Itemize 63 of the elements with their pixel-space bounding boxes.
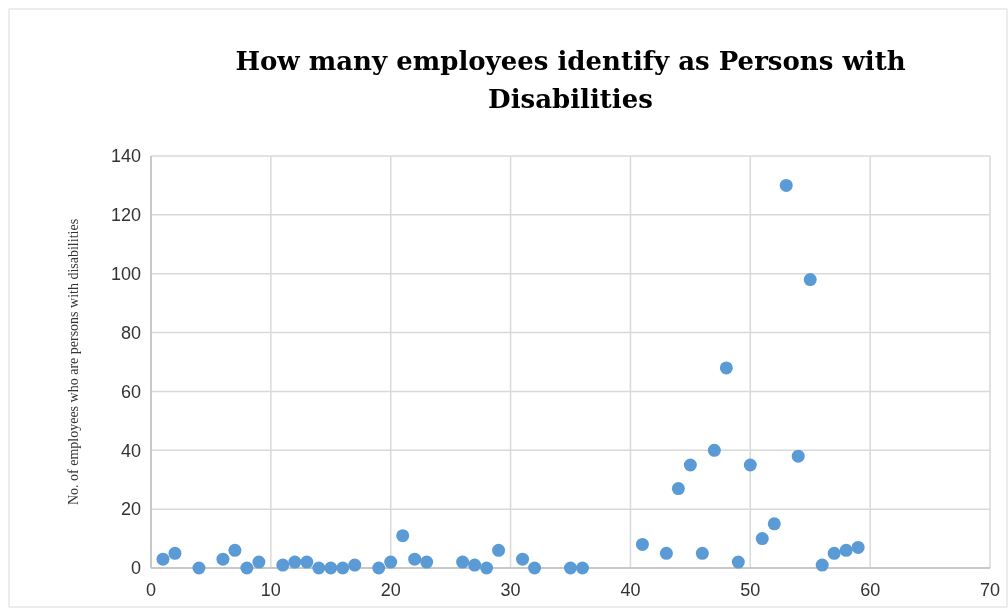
point	[755, 532, 769, 546]
point	[252, 555, 266, 569]
point	[767, 517, 781, 531]
x-tick-label: 30	[500, 580, 521, 600]
point	[372, 561, 386, 575]
point	[575, 561, 589, 575]
x-tick-label: 50	[740, 580, 761, 600]
point	[456, 555, 470, 569]
point	[396, 529, 410, 543]
y-tick-label: 40	[120, 440, 141, 461]
y-tick-label: 0	[130, 558, 141, 579]
point	[528, 561, 542, 575]
x-tick-label: 0	[145, 580, 157, 600]
y-tick-label: 120	[110, 205, 141, 226]
x-tick-label: 40	[620, 580, 641, 600]
x-tick-label: 20	[380, 580, 401, 600]
point	[228, 543, 242, 557]
point	[156, 552, 170, 566]
y-tick-label: 80	[120, 322, 141, 343]
point	[192, 561, 206, 575]
point	[516, 552, 530, 566]
point	[168, 546, 182, 560]
point	[276, 558, 290, 572]
point	[791, 449, 805, 463]
point	[815, 558, 829, 572]
point	[779, 178, 793, 192]
point	[216, 552, 230, 566]
point	[731, 555, 745, 569]
point	[671, 482, 685, 496]
point	[659, 546, 673, 560]
point	[468, 558, 482, 572]
point	[492, 543, 506, 557]
point	[336, 561, 350, 575]
point	[564, 561, 577, 575]
point	[743, 458, 757, 472]
point	[240, 561, 254, 575]
y-tick-label: 20	[120, 499, 141, 520]
point	[408, 552, 422, 566]
point	[420, 555, 434, 569]
y-tick-label: 140	[110, 146, 141, 167]
point	[803, 273, 817, 287]
point	[312, 561, 326, 575]
point	[683, 458, 697, 472]
chart-title: How many employees identify as Persons with Disabilities	[235, 46, 906, 114]
point	[827, 546, 841, 560]
point	[695, 546, 709, 560]
x-tick-label: 60	[860, 580, 881, 600]
point	[324, 561, 338, 575]
y-tick-label: 60	[120, 381, 141, 402]
point	[635, 537, 649, 551]
point	[384, 555, 398, 569]
x-tick-label: 70	[979, 580, 1001, 600]
point	[288, 555, 302, 569]
y-tick-label: 100	[110, 264, 141, 285]
x-tick-label: 10	[260, 580, 281, 600]
point	[348, 558, 362, 572]
y-axis-title: No. of employees who are persons with disabilities	[66, 218, 81, 506]
point	[300, 555, 314, 569]
point	[707, 443, 721, 457]
point	[839, 543, 853, 557]
point	[480, 561, 494, 575]
point	[851, 540, 865, 554]
point	[719, 361, 733, 375]
